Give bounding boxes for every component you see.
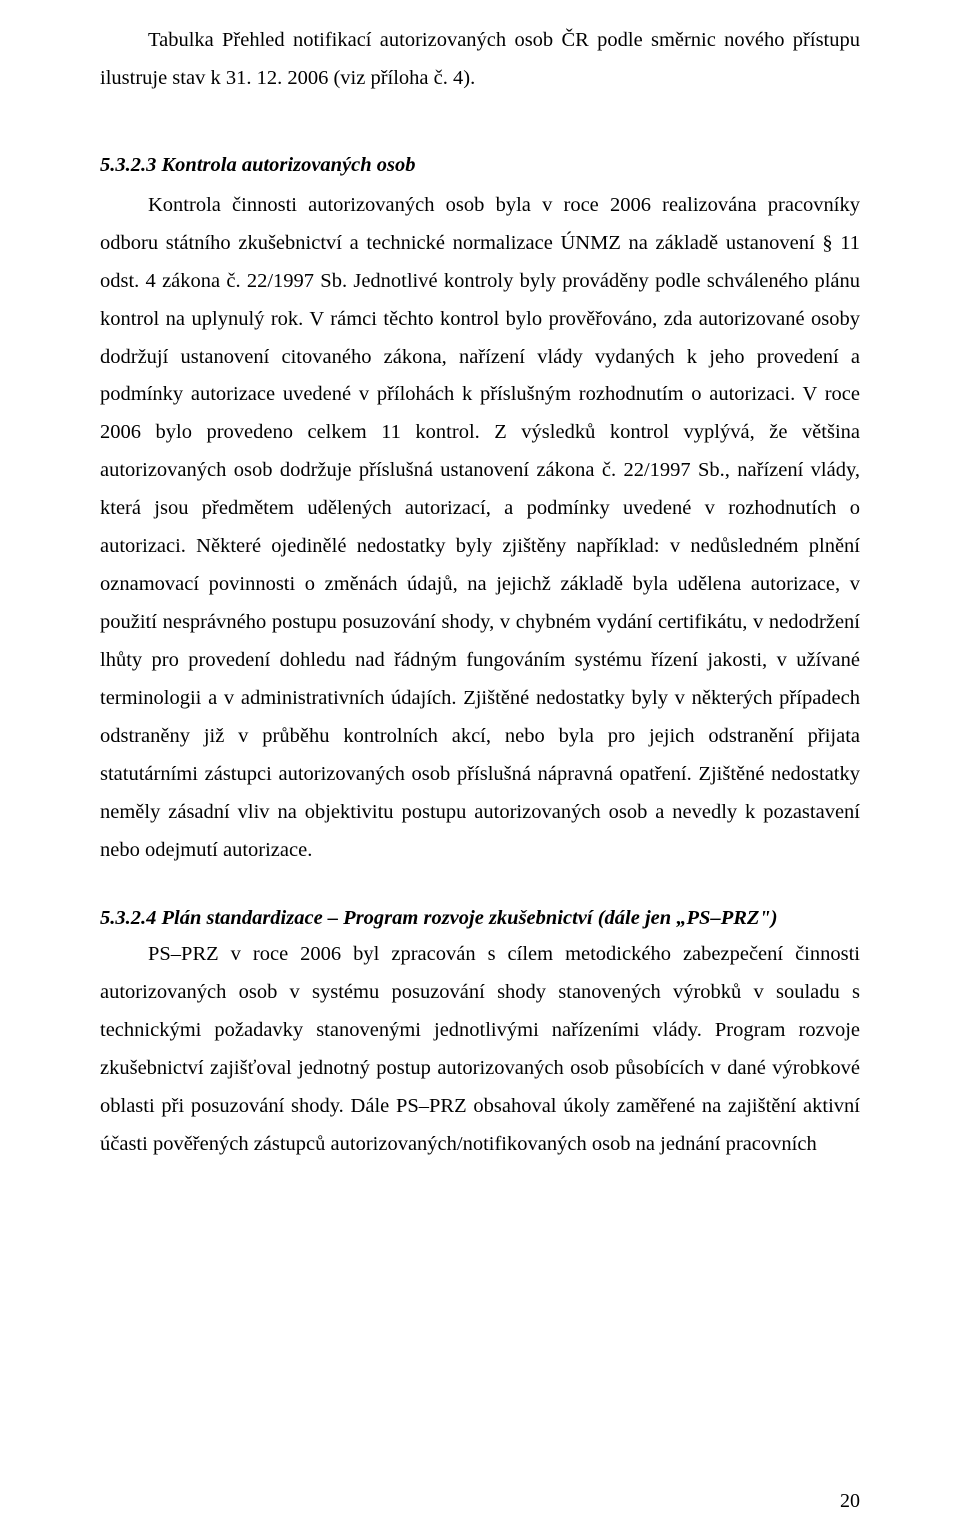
heading-5323: 5.3.2.3 Kontrola autorizovaných osob [100,154,860,177]
paragraph-5324-body: PS–PRZ v roce 2006 byl zpracován s cílem… [100,936,860,1164]
vertical-gap [100,98,860,122]
document-page: Tabulka Přehled notifikací autorizovanýc… [0,0,960,1513]
page-number: 20 [840,1490,860,1513]
paragraph-intro: Tabulka Přehled notifikací autorizovanýc… [100,22,860,98]
paragraph-5323-body: Kontrola činnosti autorizovaných osob by… [100,187,860,870]
heading-5324: 5.3.2.4 Plán standardizace – Program roz… [100,907,860,930]
